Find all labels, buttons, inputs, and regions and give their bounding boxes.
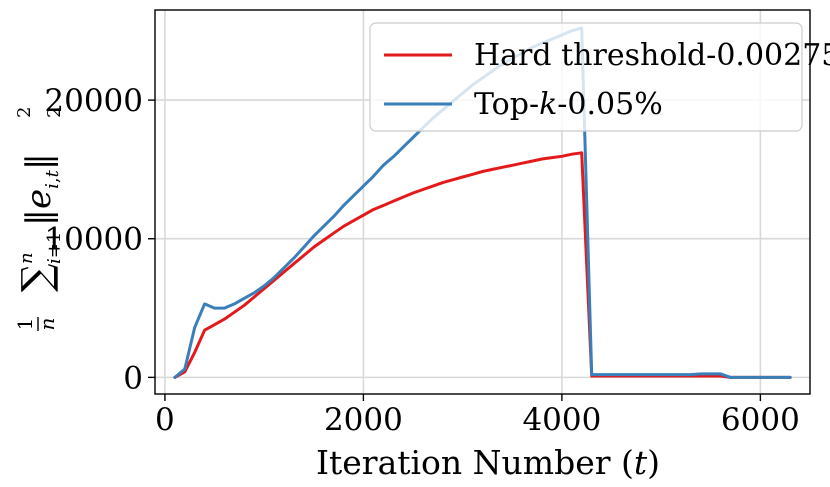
svg-text:i=1: i=1 [44,232,65,264]
svg-text:n: n [16,252,37,264]
x-axis-label: Iteration Number (t) [316,443,660,482]
y-tick-labels: 0 10000 20000 [44,83,143,396]
svg-text:‖ei,t‖: ‖ei,t‖ [19,153,63,226]
svg-text:2: 2 [44,107,65,118]
y-tick-label: 10000 [44,222,143,258]
svg-text:∑: ∑ [14,263,60,292]
y-tick-label: 0 [123,360,143,396]
svg-text:2: 2 [14,107,35,118]
series-line-0 [173,151,792,379]
svg-text:1: 1 [13,318,37,331]
x-tick-label: 2000 [324,402,403,438]
tick-marks [148,99,762,401]
svg-text:n: n [35,318,59,331]
x-tick-label: 4000 [522,402,601,438]
x-tick-label: 0 [155,402,175,438]
y-axis-label: 1 n ∑ n i=1 ‖ei,t‖ 2 2 [13,107,65,331]
x-tick-labels: 0 2000 4000 6000 [155,402,800,438]
legend-box [369,22,803,132]
plot-frame [154,9,811,395]
legend-label-top-k: Top-k-0.05% [474,87,663,122]
legend: Hard threshold-0.00275 Top-k-0.05% [369,22,830,132]
legend-label-hard-threshold: Hard threshold-0.00275 [474,38,830,73]
x-tick-label: 6000 [721,402,800,438]
y-tick-label: 20000 [44,83,143,119]
